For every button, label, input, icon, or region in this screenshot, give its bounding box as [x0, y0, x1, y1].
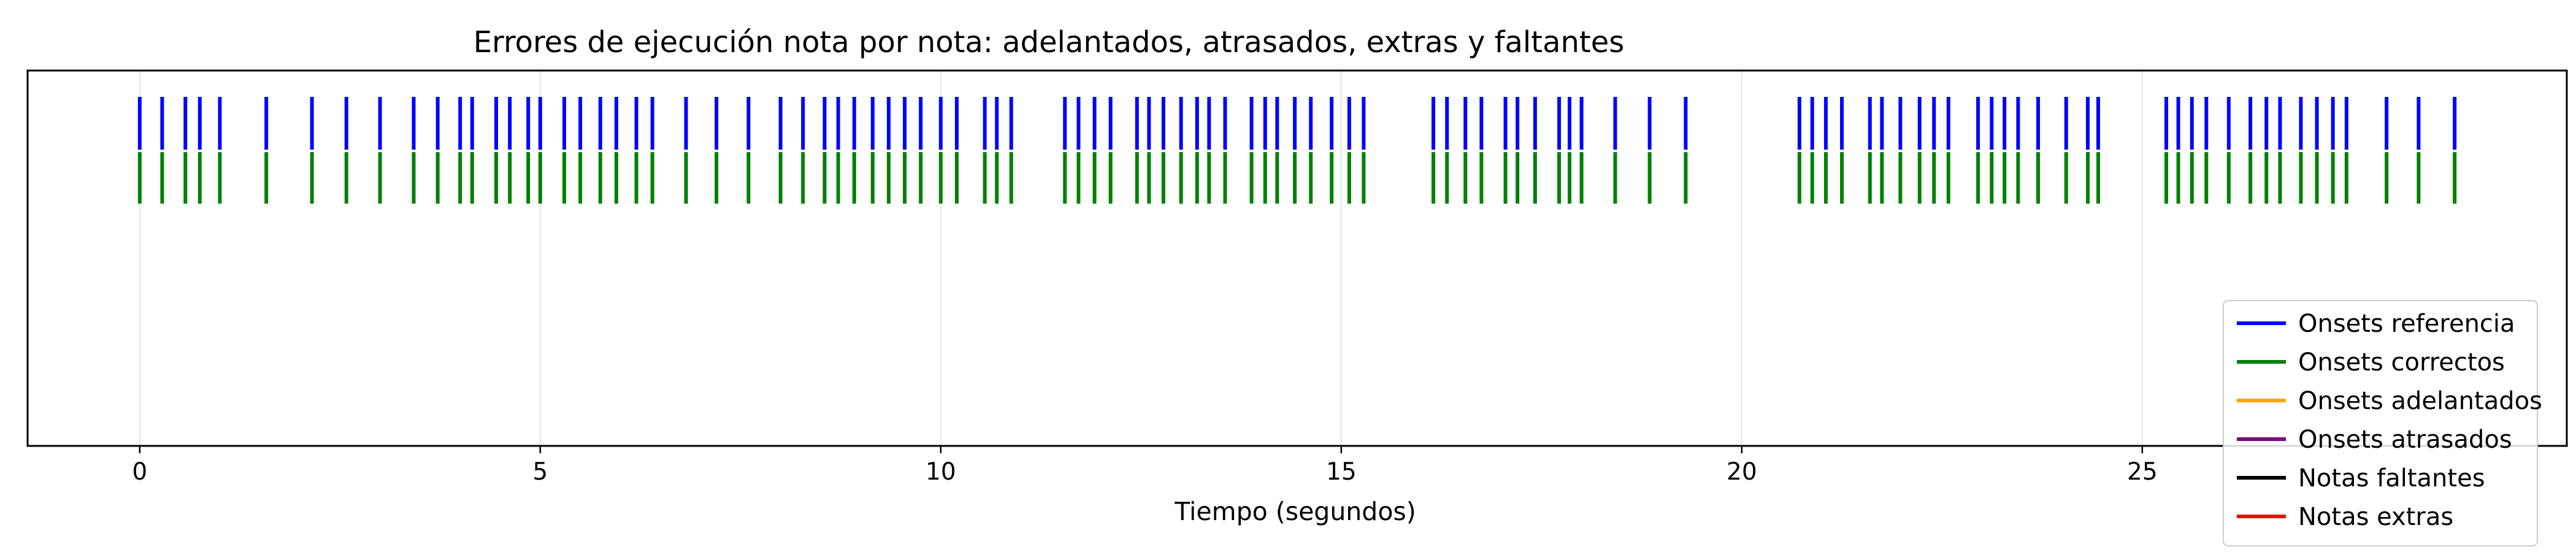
x-axis-label: Tiempo (segundos) [1174, 497, 1416, 526]
event-marks [137, 97, 2457, 204]
x-tick-label: 25 [2127, 458, 2158, 486]
x-tick-label: 15 [1326, 458, 1357, 486]
x-axis: 0 5 10 15 20 25 [132, 446, 2158, 486]
x-tick-label: 0 [132, 458, 147, 486]
x-tick-label: 10 [926, 458, 956, 486]
legend-label: Onsets atrasados [2298, 426, 2512, 454]
legend: Onsets referencia Onsets correctos Onsets … [2223, 300, 2542, 546]
x-tick-label: 20 [1727, 458, 1757, 486]
x-tick-label: 5 [532, 458, 548, 486]
legend-label: Onsets referencia [2298, 310, 2515, 338]
legend-label: Onsets adelantados [2298, 387, 2542, 415]
plot-frame [26, 69, 2568, 447]
legend-box [2223, 300, 2538, 546]
chart-title: Errores de ejecución nota por nota: adel… [473, 25, 1625, 59]
legend-label: Onsets correctos [2298, 348, 2505, 377]
legend-label: Notas faltantes [2298, 464, 2485, 493]
legend-label: Notas extras [2298, 503, 2453, 531]
